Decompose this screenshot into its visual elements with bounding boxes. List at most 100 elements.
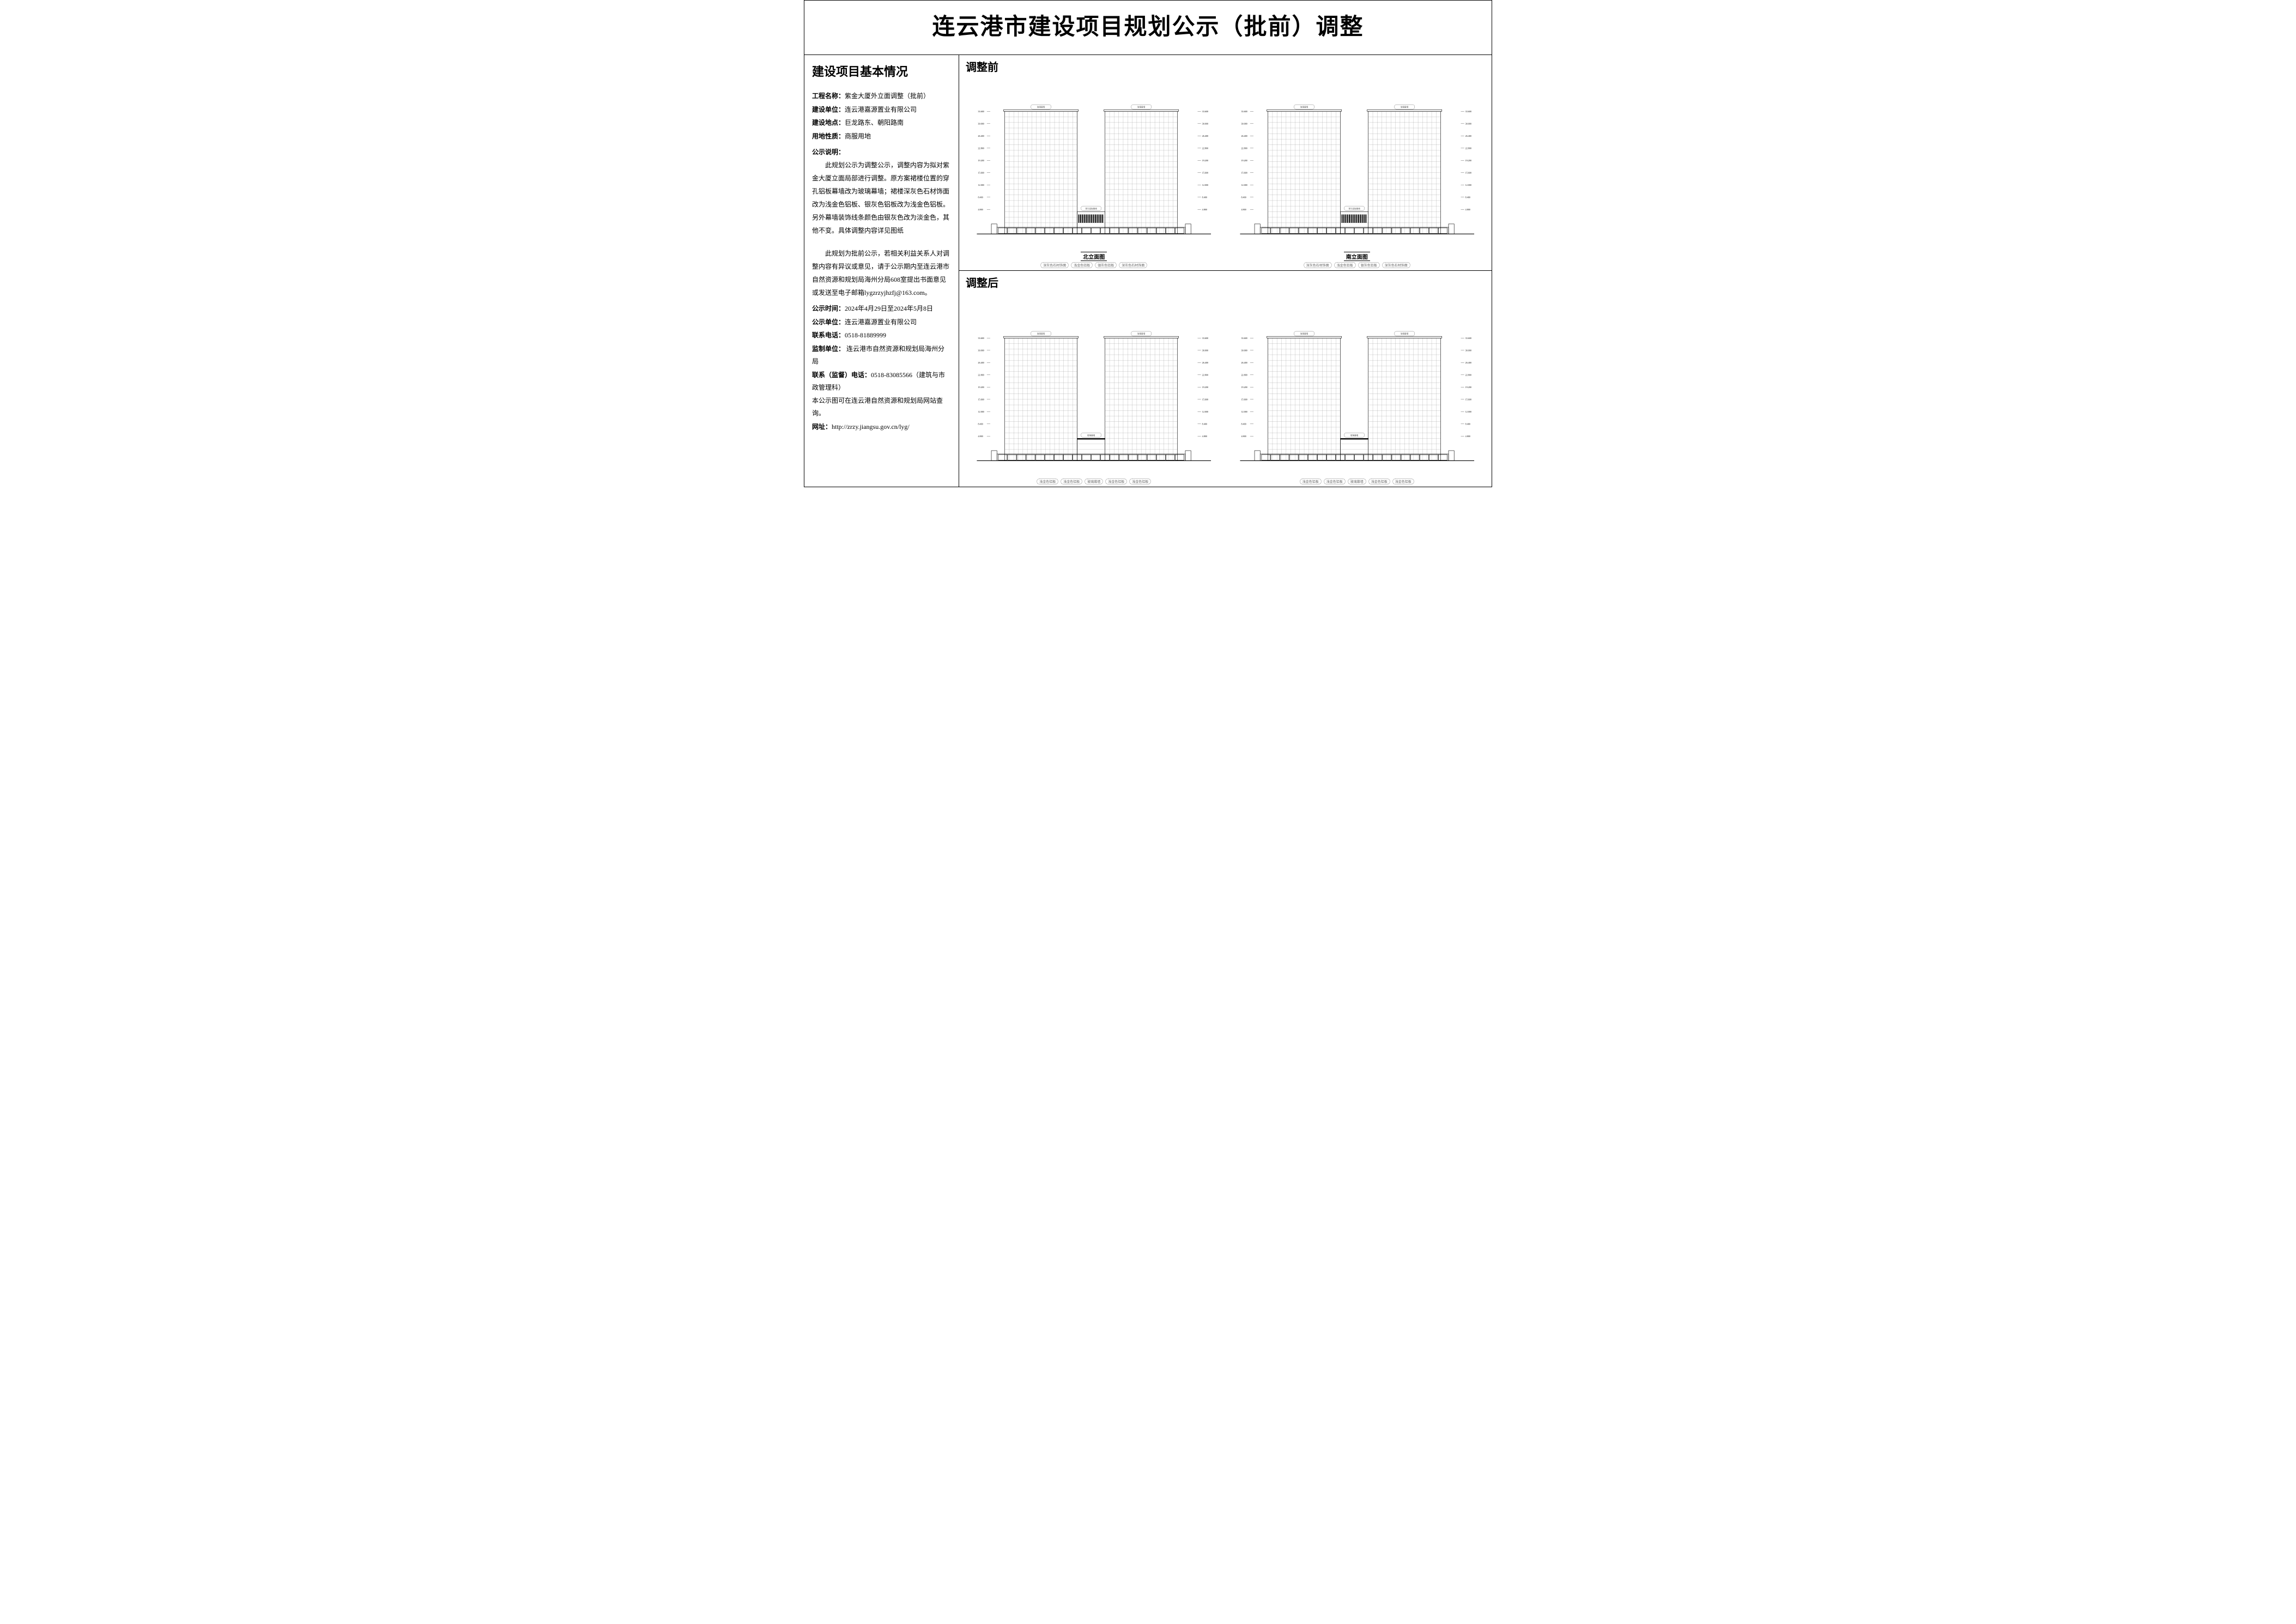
svg-text:15.600: 15.600 (1465, 398, 1471, 401)
svg-text:8.400: 8.400 (1202, 422, 1207, 425)
svg-text:26.400: 26.400 (1241, 361, 1247, 364)
sidebar-heading: 建设项目基本情况 (812, 60, 951, 83)
draw-pair: 33.600 30.000 26.400 22.800 19.200 15.600 12.0… (966, 291, 1485, 484)
footer-row: 公示单位：连云港嘉源置业有限公司 (812, 316, 951, 329)
field-row: 工程名称：紫金大厦外立面调整（批前） (812, 90, 951, 102)
svg-text:30.000: 30.000 (1465, 122, 1471, 125)
spacer (812, 237, 951, 247)
svg-text:12.000: 12.000 (1241, 184, 1247, 186)
notice-body: 此规划公示为调整公示，调整内容为拟对紫金大厦立面局部进行调整。原方案裙楼位置的穿… (812, 159, 951, 237)
svg-text:30.000: 30.000 (1241, 349, 1247, 352)
footer-note: 本公示图可在连云港自然资源和规划局网站查询。 (812, 395, 951, 420)
material-tag: 玻璃幕墙 (1085, 478, 1103, 484)
svg-text:26.400: 26.400 (1202, 361, 1208, 364)
svg-text:玻璃幕墙: 玻璃幕墙 (1350, 434, 1359, 437)
drawing-before-south: 33.60030.00026.40022.80019.20015.60012.0… (1229, 75, 1486, 268)
svg-text:玻璃幕墙: 玻璃幕墙 (1300, 332, 1308, 335)
material-tag: 银灰色铝板 (1358, 262, 1380, 268)
notice-block: 公示说明： 此规划公示为调整公示，调整内容为拟对紫金大厦立面局部进行调整。原方案… (812, 146, 951, 237)
svg-text:22.800: 22.800 (978, 373, 984, 376)
draw-pair: 33.600 30.000 26.400 22.800 19.200 15.600 12.0… (966, 75, 1485, 268)
svg-text:22.800: 22.800 (1241, 147, 1247, 149)
elevation-svg: 33.60030.00026.40022.80019.20015.60012.0… (966, 291, 1222, 477)
material-tag: 浅金色铝板 (1300, 478, 1322, 484)
svg-text:33.600: 33.600 (1241, 337, 1247, 340)
svg-text:19.200: 19.200 (1465, 159, 1471, 162)
caption: 南立面图 (1344, 252, 1370, 261)
page: 连云港市建设项目规划公示（批前）调整 建设项目基本情况 工程名称：紫金大厦外立面… (804, 0, 1492, 487)
svg-text:12.000: 12.000 (978, 410, 984, 413)
svg-text:4.800: 4.800 (1202, 208, 1207, 211)
svg-text:22.800: 22.800 (978, 147, 984, 149)
svg-text:33.600: 33.600 (1202, 337, 1208, 340)
svg-text:26.400: 26.400 (978, 361, 984, 364)
svg-text:19.200: 19.200 (1241, 386, 1247, 389)
tag-row: 深灰色石材饰面浅金色铝板银灰色铝板深灰色石材饰面 (1040, 262, 1147, 268)
material-tag: 浅金色铝板 (1105, 478, 1127, 484)
svg-text:22.800: 22.800 (1202, 147, 1208, 149)
svg-text:穿孔铝板幕墙: 穿孔铝板幕墙 (1348, 207, 1360, 210)
url-label: 网址： (812, 423, 832, 431)
field-value: 紫金大厦外立面调整（批前） (845, 92, 930, 100)
footer-label: 联系电话： (812, 331, 845, 339)
drawing-before-north: 33.60030.00026.40022.80019.20015.60012.0… (966, 75, 1222, 268)
page-title: 连云港市建设项目规划公示（批前）调整 (804, 8, 1492, 41)
svg-text:8.400: 8.400 (1241, 422, 1246, 425)
footer-url-row: 网址：http://zrzy.jiangsu.gov.cn/lyg/ (812, 421, 951, 433)
svg-text:4.800: 4.800 (1241, 435, 1246, 438)
material-tag: 浅金色铝板 (1392, 478, 1414, 484)
svg-text:玻璃幕墙: 玻璃幕墙 (1300, 106, 1308, 108)
svg-text:33.600: 33.600 (978, 110, 984, 113)
svg-text:30.000: 30.000 (1465, 349, 1471, 352)
svg-text:8.400: 8.400 (1465, 422, 1470, 425)
drawings-area: 调整前 33.60030.00026.40022.80019.20015.600… (959, 55, 1492, 487)
row-before: 调整前 33.60030.00026.40022.80019.20015.600… (959, 55, 1492, 271)
svg-text:26.400: 26.400 (1202, 135, 1208, 137)
svg-text:玻璃幕墙: 玻璃幕墙 (1087, 434, 1095, 437)
material-tag: 玻璃幕墙 (1348, 478, 1366, 484)
row-after: 调整后 33.60030.00026.40022.80019.20015.600… (959, 271, 1492, 487)
svg-text:30.000: 30.000 (1241, 122, 1247, 125)
material-tag: 深灰色石材饰面 (1382, 262, 1410, 268)
elevation-svg: 33.60030.00026.40022.80019.20015.60012.0… (1229, 75, 1486, 251)
svg-text:19.200: 19.200 (978, 159, 984, 162)
svg-text:15.600: 15.600 (1465, 171, 1471, 174)
svg-text:19.200: 19.200 (1241, 159, 1247, 162)
material-tag: 深灰色石材饰面 (1040, 262, 1069, 268)
caption: 北立面图 (1081, 252, 1107, 261)
svg-text:26.400: 26.400 (1465, 361, 1471, 364)
elevation-svg: 33.60030.00026.40022.80019.20015.60012.0… (1229, 291, 1486, 477)
svg-text:8.400: 8.400 (978, 196, 983, 198)
tag-row: 浅金色铝板浅金色铝板玻璃幕墙浅金色铝板浅金色铝板 (1300, 478, 1414, 484)
material-tag: 浅金色铝板 (1037, 478, 1058, 484)
svg-text:33.600: 33.600 (978, 337, 984, 340)
svg-text:8.400: 8.400 (1202, 196, 1207, 198)
footer-value: 0518-81889999 (845, 331, 886, 339)
svg-text:33.600: 33.600 (1202, 110, 1208, 113)
material-tag: 浅金色铝板 (1324, 478, 1346, 484)
svg-text:玻璃幕墙: 玻璃幕墙 (1137, 106, 1146, 108)
content: 建设项目基本情况 工程名称：紫金大厦外立面调整（批前） 建设单位：连云港嘉源置业… (804, 55, 1492, 487)
svg-text:22.800: 22.800 (1465, 147, 1471, 149)
svg-text:15.600: 15.600 (1241, 171, 1247, 174)
material-tag: 银灰色铝板 (1095, 262, 1117, 268)
svg-text:15.600: 15.600 (978, 398, 984, 401)
drawing-after-south: 33.60030.00026.40022.80019.20015.60012.0… (1229, 291, 1486, 484)
field-value: 商服用地 (845, 132, 871, 140)
material-tag: 浅金色铝板 (1129, 478, 1151, 484)
svg-text:4.800: 4.800 (1241, 208, 1246, 211)
svg-text:30.000: 30.000 (978, 349, 984, 352)
footer-row: 公示时间：2024年4月29日至2024年5月8日 (812, 302, 951, 315)
tag-row: 浅金色铝板浅金色铝板玻璃幕墙浅金色铝板浅金色铝板 (1037, 478, 1151, 484)
footer-row: 联系电话：0518-81889999 (812, 329, 951, 342)
field-value: 巨龙路东、朝阳路南 (845, 119, 904, 126)
footer-label: 监制单位： (812, 345, 845, 353)
svg-text:26.400: 26.400 (1465, 135, 1471, 137)
material-tag: 浅金色铝板 (1368, 478, 1390, 484)
svg-text:30.000: 30.000 (1202, 122, 1208, 125)
material-tag: 深灰色石材饰面 (1304, 262, 1332, 268)
field-row: 建设地点：巨龙路东、朝阳路南 (812, 117, 951, 129)
footer-label: 公示单位： (812, 318, 845, 326)
title-bar: 连云港市建设项目规划公示（批前）调整 (804, 1, 1492, 55)
svg-text:22.800: 22.800 (1202, 373, 1208, 376)
